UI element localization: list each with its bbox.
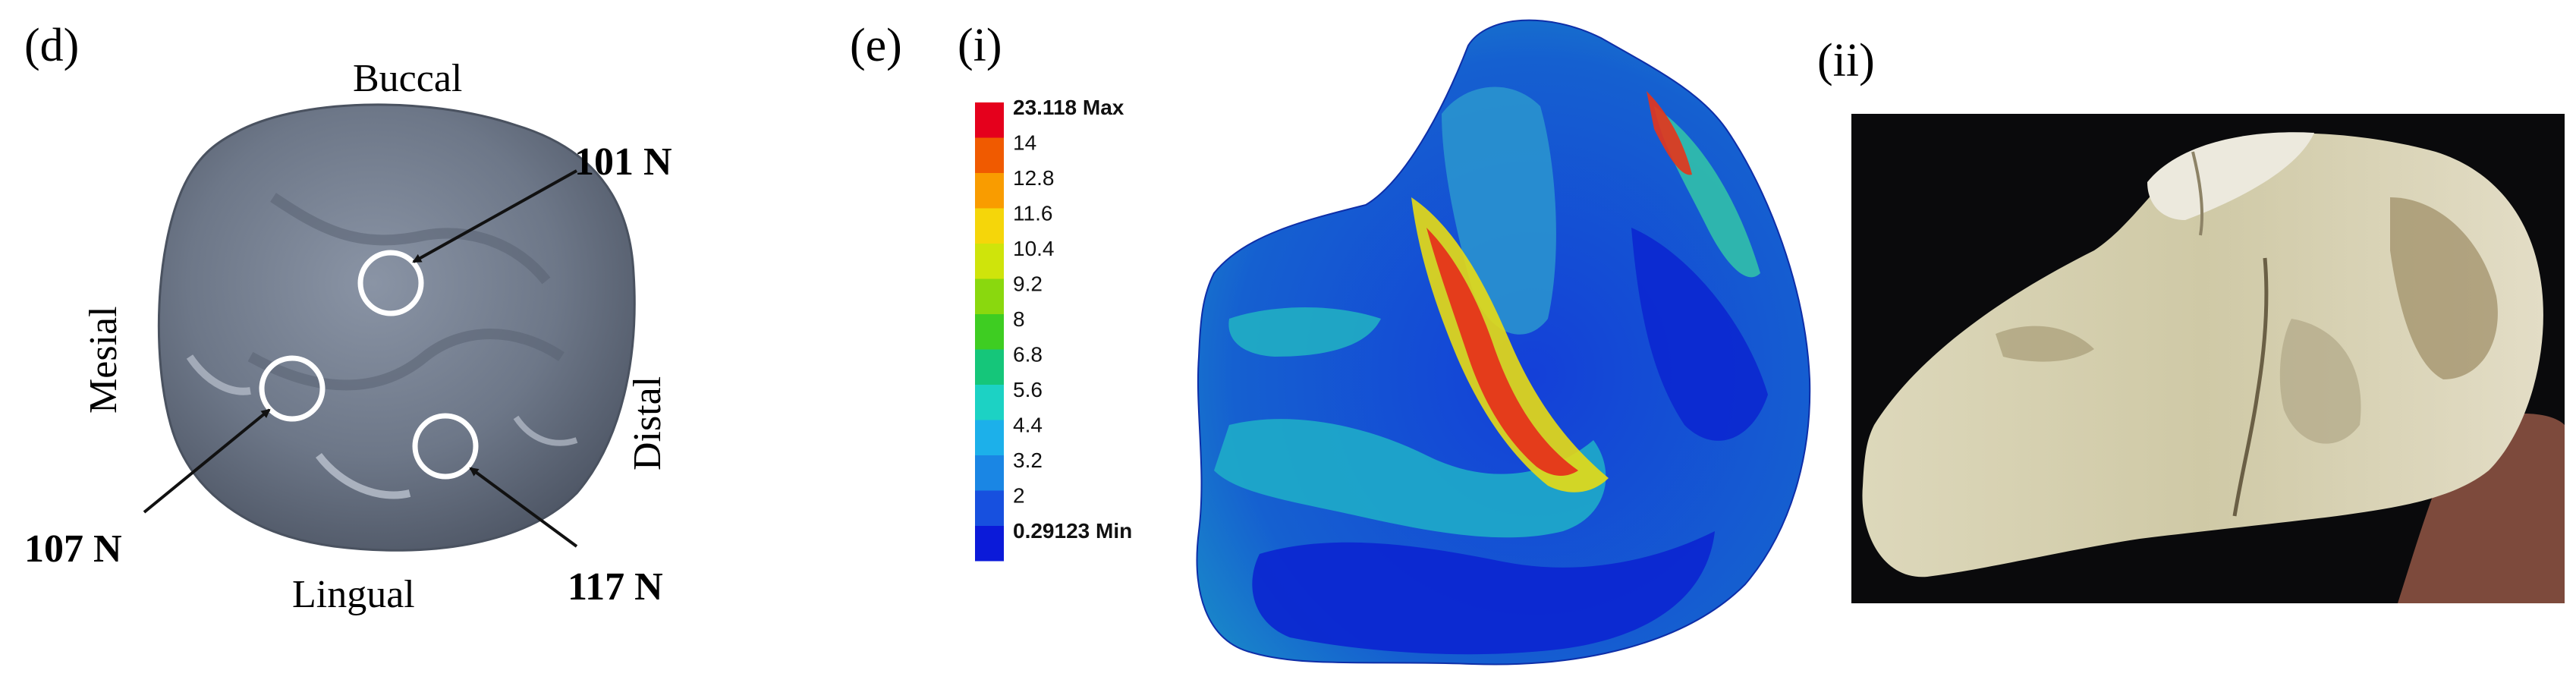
fem-stress-mid xyxy=(1228,307,1381,357)
load-label-117: 117 N xyxy=(568,565,663,609)
orientation-distal: Distal xyxy=(626,376,669,470)
legend-level-label: 2 xyxy=(1013,484,1025,508)
panel-e-sub-ii: (ii) xyxy=(1817,35,1875,87)
legend-swatch xyxy=(975,385,1004,420)
load-label-101: 101 N xyxy=(574,140,672,184)
load-label-107: 107 N xyxy=(24,527,122,571)
legend-level-label: 0.29123 Min xyxy=(1013,519,1132,543)
fem-stress-low xyxy=(1252,531,1715,655)
legend-level-label: 6.8 xyxy=(1013,343,1043,367)
photo-fracture-line xyxy=(2191,151,2203,236)
cusp-groove xyxy=(270,193,551,285)
tooth-model xyxy=(157,103,636,552)
orientation-buccal: Buccal xyxy=(353,57,462,100)
arrow-107 xyxy=(143,408,271,514)
arrow-101 xyxy=(412,169,577,263)
panel-e: (e) (i) (ii) 23.118 Max 14 12.8 11.6 10.4 9.2… xyxy=(850,19,2565,666)
cusp-highlight xyxy=(186,354,251,395)
fem-stress-low xyxy=(1631,228,1768,441)
legend-swatch xyxy=(975,526,1004,562)
panel-d: (d) 101 N 107 N 117 N Buccal Lingual Mes… xyxy=(24,20,672,616)
load-point-101 xyxy=(357,250,424,316)
cusp-highlight xyxy=(513,415,578,446)
photo-tooth-fragment xyxy=(1862,133,2543,577)
legend-swatch xyxy=(975,349,1004,385)
load-point-107 xyxy=(259,355,326,422)
legend-swatch xyxy=(975,208,1004,244)
legend-swatch xyxy=(975,455,1004,491)
legend-swatch xyxy=(975,278,1004,314)
legend-level-label: 23.118 Max xyxy=(1013,96,1124,119)
fem-stress-high-band xyxy=(1411,197,1609,492)
legend-swatch xyxy=(975,137,1004,173)
panel-e-label: (e) xyxy=(850,20,902,71)
panel-e-sub-i: (i) xyxy=(958,20,1002,71)
fem-tooth-model xyxy=(1196,19,1811,666)
stress-legend: 23.118 Max 14 12.8 11.6 10.4 9.2 8 6.8 5.6 4.4 3.2… xyxy=(975,96,1132,562)
legend-level-label: 10.4 xyxy=(1013,237,1055,260)
legend-swatch xyxy=(975,244,1004,279)
cusp-highlight xyxy=(316,452,411,499)
legend-swatch xyxy=(975,490,1004,526)
photo-shadow xyxy=(2390,197,2498,379)
photo-fracture-line xyxy=(2232,257,2269,517)
panel-d-label: (d) xyxy=(24,20,79,71)
arrow-117 xyxy=(469,467,578,548)
legend-level-label: 9.2 xyxy=(1013,272,1043,296)
load-point-117 xyxy=(412,413,479,480)
fem-stress-high-core xyxy=(1426,228,1578,476)
fem-stress-mid xyxy=(1214,419,1606,538)
orientation-mesial: Mesial xyxy=(82,306,125,414)
legend-swatch xyxy=(975,102,1004,138)
legend-swatch xyxy=(975,314,1004,350)
legend-level-label: 3.2 xyxy=(1013,448,1043,472)
photo-debris xyxy=(2279,319,2361,444)
fracture-photo xyxy=(1851,114,2565,603)
legend-swatch xyxy=(975,420,1004,455)
legend-swatch xyxy=(975,173,1004,209)
cusp-groove xyxy=(247,329,565,391)
photo-skin xyxy=(2398,414,2565,603)
legend-level-label: 5.6 xyxy=(1013,378,1043,401)
orientation-lingual: Lingual xyxy=(292,573,415,616)
legend-level-label: 8 xyxy=(1013,307,1025,331)
legend-level-label: 4.4 xyxy=(1013,414,1043,437)
legend-level-label: 12.8 xyxy=(1013,166,1055,190)
legend-level-label: 11.6 xyxy=(1013,202,1052,225)
legend-level-label: 14 xyxy=(1013,131,1036,155)
fem-stress-high-band xyxy=(1647,91,1692,175)
photo-debris xyxy=(1996,326,2094,362)
photo-crown-highlight xyxy=(2147,132,2314,220)
